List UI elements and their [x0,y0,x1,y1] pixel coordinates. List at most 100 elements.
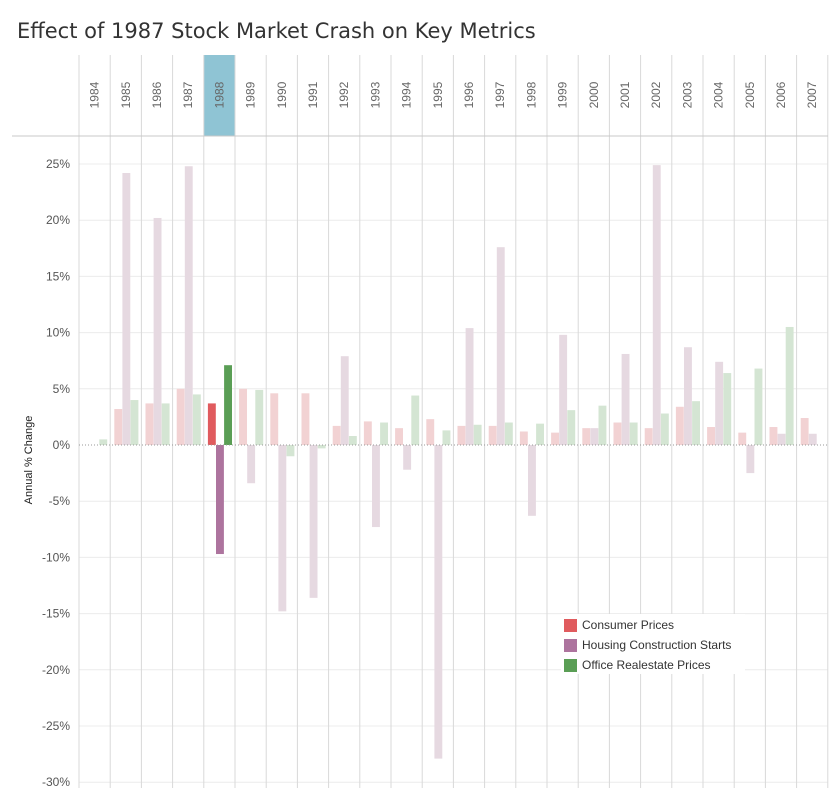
bar-consumer-prices-1991 [301,393,310,445]
bar-office-realestate-prices-1990 [286,445,295,457]
bar-consumer-prices-1996 [457,425,466,445]
bar-consumer-prices-2007 [800,418,809,445]
year-label: 1994 [400,81,414,108]
y-tick-label: -10% [42,550,70,564]
bar-office-realestate-prices-2003 [692,401,700,445]
bar-housing-construction-starts-2004 [715,361,724,445]
bar-office-realestate-prices-1993 [380,422,388,445]
y-tick-label: 5% [53,382,71,396]
bar-office-realestate-prices-1997 [504,422,513,445]
bar-office-realestate-prices-1988 [224,365,232,445]
legend-item-consumer-prices[interactable]: Consumer Prices [561,616,674,634]
bar-housing-construction-starts-1988 [216,445,224,555]
bar-consumer-prices-1998 [519,431,528,445]
bar-consumer-prices-2004 [707,427,715,445]
year-label: 2001 [618,81,632,108]
y-tick-label: -5% [49,494,71,508]
year-label: 2006 [774,81,788,108]
bar-housing-construction-starts-1992 [340,356,349,445]
bar-office-realestate-prices-2001 [629,422,638,445]
y-tick-label: 10% [46,326,70,340]
bar-housing-construction-starts-1996 [465,328,474,445]
bar-housing-construction-starts-1993 [372,445,380,528]
year-label: 1996 [462,81,476,108]
year-label: 1998 [524,81,538,108]
chart-title: Effect of 1987 Stock Market Crash on Key… [17,19,536,43]
bar-housing-construction-starts-2002 [652,165,661,445]
bar-housing-construction-starts-2005 [746,445,755,474]
bar-consumer-prices-1999 [551,432,559,445]
year-label: 2003 [680,81,694,108]
highlighted-year-header [203,55,235,136]
bar-consumer-prices-1985 [114,409,123,445]
bar-housing-construction-starts-1995 [434,445,443,759]
bar-office-realestate-prices-2005 [754,368,763,445]
legend: Consumer Prices Housing Construction Sta… [561,614,745,674]
bar-consumer-prices-1989 [239,388,247,445]
legend-item-housing-construction-starts[interactable]: Housing Construction Starts [561,636,731,654]
year-label: 1999 [556,81,570,108]
bar-office-realestate-prices-2004 [723,373,732,445]
legend-swatch-office-realestate-prices [564,658,577,672]
bar-office-realestate-prices-1998 [536,423,544,445]
bar-consumer-prices-1988 [207,403,216,445]
bar-consumer-prices-2002 [644,428,653,445]
year-label: 2000 [587,81,601,108]
year-label: 1990 [275,81,289,108]
bar-housing-construction-starts-1989 [247,445,256,484]
bar-office-realestate-prices-1992 [348,436,357,445]
legend-label-housing-construction-starts: Housing Construction Starts [582,638,732,652]
bar-consumer-prices-2001 [613,422,622,445]
bar-housing-construction-starts-1986 [153,217,162,445]
year-label: 1995 [431,81,445,108]
y-tick-label: -30% [42,775,70,789]
year-label: 1985 [119,81,133,108]
y-tick-label: -15% [42,607,70,621]
y-axis-label: Annual % Change [23,416,35,505]
year-label: 1984 [88,81,102,108]
y-tick-label: 15% [46,269,70,283]
year-label: 2004 [712,81,726,108]
bar-consumer-prices-1990 [270,393,279,445]
bar-office-realestate-prices-2002 [660,413,669,445]
bar-office-realestate-prices-1995 [442,430,451,445]
bar-office-realestate-prices-2006 [785,326,794,445]
year-label: 1986 [150,81,164,108]
legend-swatch-consumer-prices [564,618,577,632]
legend-swatch-housing-construction-starts [564,638,577,652]
bar-consumer-prices-1994 [395,428,403,445]
year-label: 1989 [244,81,258,108]
year-label: 1988 [212,81,226,108]
bar-office-realestate-prices-1984 [99,439,108,445]
year-label: 1992 [337,81,351,108]
bar-housing-construction-starts-2003 [684,347,692,445]
bar-office-realestate-prices-1991 [317,445,326,449]
bar-consumer-prices-1993 [363,421,372,445]
year-label: 2002 [649,81,663,108]
bar-office-realestate-prices-2000 [598,405,607,445]
bar-consumer-prices-1997 [488,425,497,445]
bar-office-realestate-prices-1986 [161,403,170,445]
year-label: 2007 [805,81,819,108]
legend-label-consumer-prices: Consumer Prices [582,618,675,632]
bar-consumer-prices-1987 [176,388,185,445]
y-tick-label: 25% [46,157,70,171]
bar-office-realestate-prices-1999 [567,410,576,445]
y-tick-label: 0% [53,438,71,452]
bar-housing-construction-starts-1990 [278,445,287,612]
bar-housing-construction-starts-2000 [590,428,599,445]
legend-item-office-realestate-prices[interactable]: Office Realestate Prices [561,656,711,674]
bar-housing-construction-starts-2007 [808,433,817,445]
bar-consumer-prices-2006 [769,427,778,445]
y-tick-label: -25% [42,719,70,733]
bar-consumer-prices-1995 [426,419,435,445]
bar-office-realestate-prices-1994 [411,395,420,445]
bar-consumer-prices-2005 [738,432,747,445]
bar-housing-construction-starts-1998 [528,445,536,516]
bar-office-realestate-prices-1987 [192,394,201,445]
year-label: 1993 [368,81,382,108]
y-tick-label: -20% [42,663,70,677]
year-label: 2005 [743,81,757,108]
bar-housing-construction-starts-1994 [403,445,412,470]
